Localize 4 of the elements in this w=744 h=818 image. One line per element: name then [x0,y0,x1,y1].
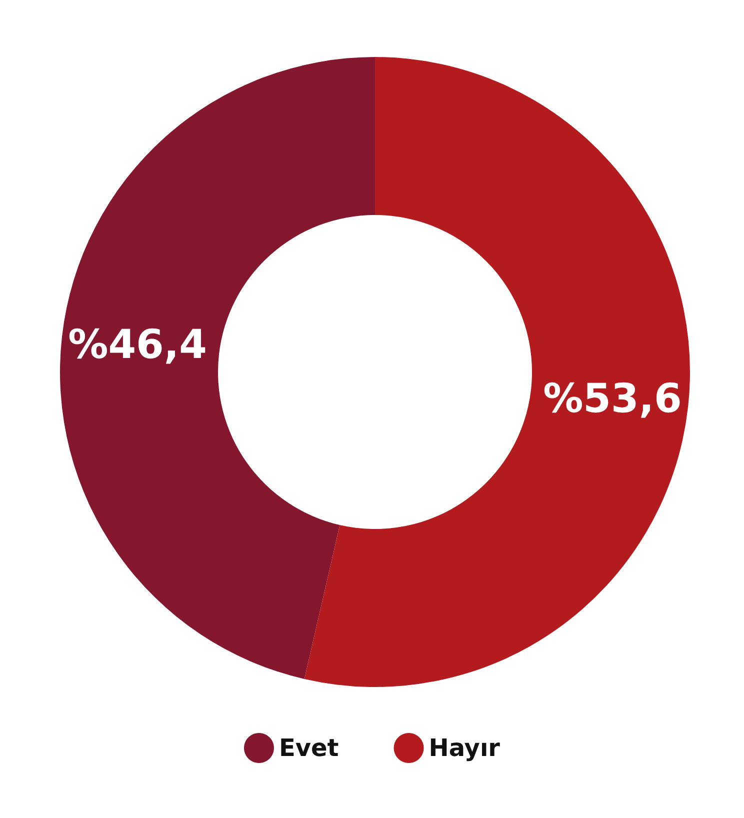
legend-label: Hayır [428,734,500,762]
data-label: %46,4 [68,322,207,368]
data-label: %53,6 [543,376,682,422]
legend-label: Evet [278,734,339,762]
